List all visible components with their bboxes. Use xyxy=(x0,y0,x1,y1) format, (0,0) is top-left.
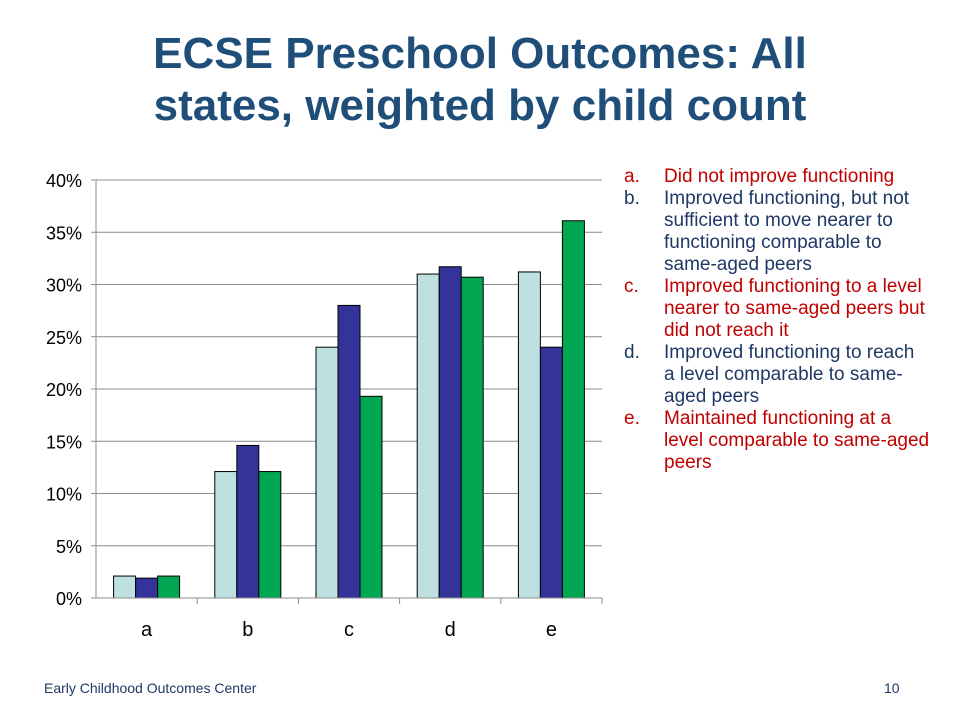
x-tick-label: c xyxy=(344,619,354,641)
legend-item-c: c. Improved functioning to a level nearer… xyxy=(624,276,930,342)
bar-d-0 xyxy=(416,273,440,599)
slide-number: 10 xyxy=(884,680,900,696)
legend-item-b: b. Improved functioning, but not sufficie… xyxy=(624,188,930,276)
y-tick-label: 40% xyxy=(46,171,82,191)
legend-text: Improved functioning, but not sufficient… xyxy=(664,188,910,275)
legend-marker: a. xyxy=(624,166,640,187)
title-line-2: states, weighted by child count xyxy=(153,81,807,130)
x-tick-label: d xyxy=(445,619,456,641)
category-legend: a. Did not improve functioning b. Improved… xyxy=(624,166,930,474)
footer-organization: Early Childhood Outcomes Center xyxy=(44,680,257,696)
slide-title: ECSE Preschool Outcomes: All states, wei… xyxy=(40,28,920,132)
bar-a-1 xyxy=(135,577,159,599)
bar-b-0 xyxy=(214,471,238,599)
y-tick-label: 25% xyxy=(46,328,82,348)
y-tick-label: 10% xyxy=(46,485,82,505)
legend-marker: e. xyxy=(624,408,640,429)
y-tick-label: 15% xyxy=(46,432,82,452)
legend-marker: d. xyxy=(624,342,640,363)
bar-e-1 xyxy=(539,346,563,599)
y-tick-label: 20% xyxy=(46,380,82,400)
y-tick-label: 35% xyxy=(46,223,82,243)
legend-text: Did not improve functioning xyxy=(664,166,895,187)
legend-text: Improved functioning to reach a level co… xyxy=(664,342,915,407)
bar-c-2 xyxy=(359,395,383,599)
legend-item-a: a. Did not improve functioning xyxy=(624,166,930,188)
x-tick-label: b xyxy=(242,619,253,641)
y-tick-label: 5% xyxy=(56,537,82,557)
title-line-1: ECSE Preschool Outcomes: All xyxy=(153,29,807,78)
bar-d-1 xyxy=(438,266,462,599)
legend-item-d: d. Improved functioning to reach a level … xyxy=(624,342,930,408)
legend-text: Improved functioning to a level nearer t… xyxy=(664,276,925,341)
bar-b-2 xyxy=(258,471,282,599)
bar-e-0 xyxy=(517,271,541,599)
bar-d-2 xyxy=(460,276,484,599)
legend-text: Maintained functioning at a level compar… xyxy=(664,408,930,473)
bar-e-2 xyxy=(561,220,585,599)
bar-c-0 xyxy=(315,346,339,599)
bar-c-1 xyxy=(337,304,361,599)
x-tick-label: a xyxy=(141,619,153,641)
bar-a-2 xyxy=(157,575,181,599)
y-tick-label: 0% xyxy=(56,589,82,609)
x-tick-label: e xyxy=(546,619,557,641)
legend-item-e: e. Maintained functioning at a level comp… xyxy=(624,408,930,474)
legend-marker: b. xyxy=(624,188,640,209)
bar-a-0 xyxy=(113,575,137,599)
y-tick-label: 30% xyxy=(46,276,82,296)
legend-marker: c. xyxy=(624,276,639,297)
bar-b-1 xyxy=(236,444,260,599)
